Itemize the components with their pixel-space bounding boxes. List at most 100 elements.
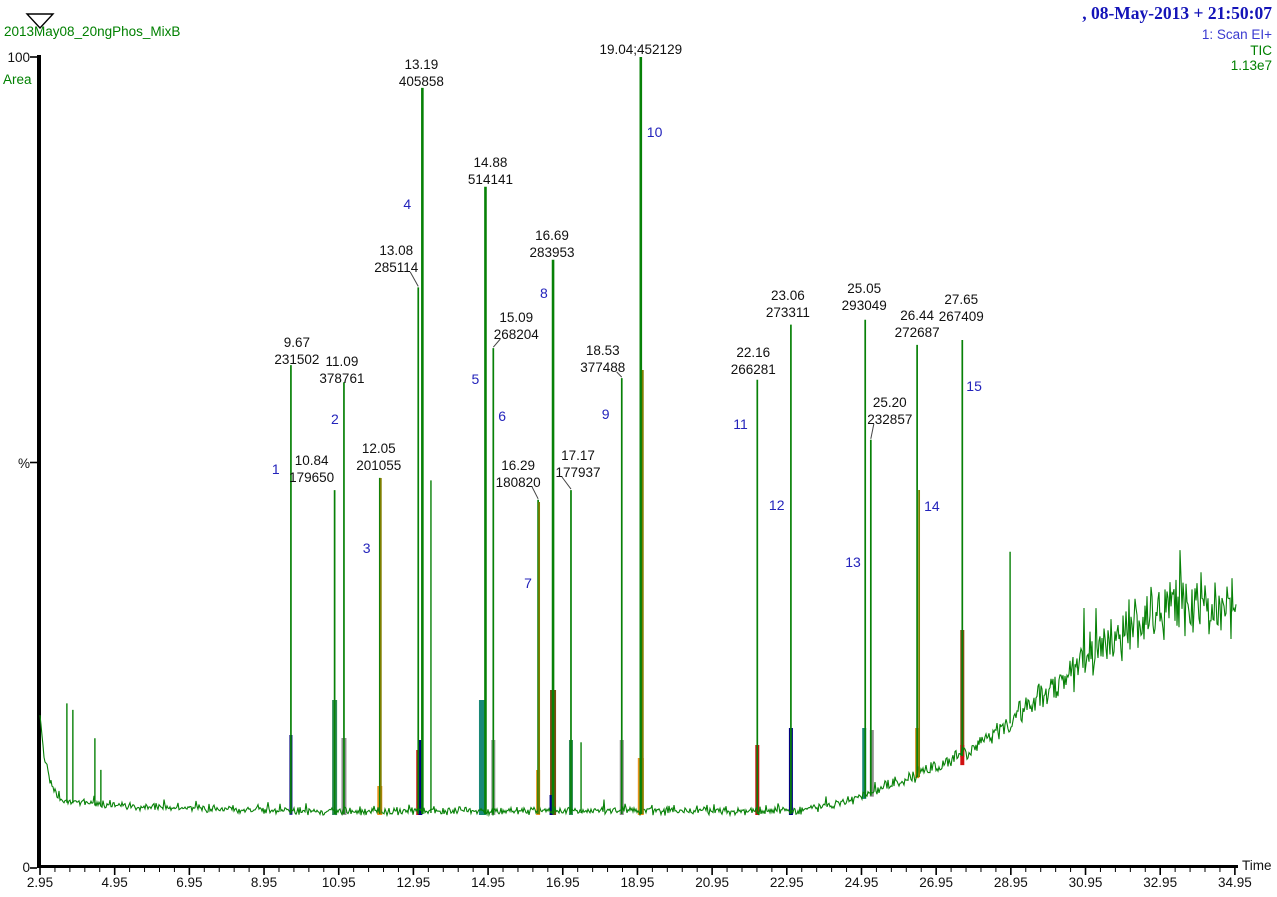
x-tick-label: 6.95 <box>176 875 203 890</box>
x-tick-label: 4.95 <box>101 875 128 890</box>
sample-id: 2013May08_20ngPhos_MixB <box>4 24 181 39</box>
peak-rt: 22.16 <box>736 345 771 360</box>
peak-label: 13.08 285114 <box>374 242 418 276</box>
x-tick-label: 8.95 <box>250 875 278 890</box>
x-tick-label: 16.95 <box>545 875 580 890</box>
peak-number-label: 5 <box>471 371 480 387</box>
peak-label: 10.84 179650 <box>289 452 334 486</box>
scan-mode-label: 1: Scan EI+ <box>1201 27 1272 42</box>
peak-label: 16.29 180820 <box>496 457 541 491</box>
peak-area: 266281 <box>730 362 776 377</box>
peak-integration-fill <box>478 700 486 815</box>
x-tick-label: 20.95 <box>695 875 730 890</box>
peak-label: 15.09 268204 <box>494 309 539 343</box>
peak-number-label: 4 <box>403 196 412 212</box>
peak-label-pointer <box>531 486 539 500</box>
peak-rt: 17.17 <box>561 448 595 463</box>
peak-area: 405858 <box>398 74 444 89</box>
peak-label: 27.65 267409 <box>939 291 984 325</box>
peak-rt: 15.09 <box>499 310 534 325</box>
peak-label: 16.69 283953 <box>530 227 575 261</box>
x-tick-label: 12.95 <box>396 875 431 890</box>
peak-rt: 12.05 <box>361 441 396 456</box>
peak-label: 13.19 405858 <box>399 56 444 90</box>
peak-label: 12.05 201055 <box>356 440 401 474</box>
peak-number-label: 12 <box>768 497 785 513</box>
peak-rt: 18.53 <box>585 343 620 358</box>
x-tick-label: 24.95 <box>844 875 879 890</box>
peak-label: 17.17 177937 <box>555 447 600 481</box>
peak-number-label: 9 <box>601 406 610 422</box>
peak-number-label: 8 <box>540 285 548 301</box>
area-mode-label: Area <box>3 72 32 87</box>
y-axis-percent-label: % <box>17 456 30 471</box>
peak-number-label: 11 <box>733 416 748 432</box>
acquisition-datetime: , 08-May-2013 + 21:50:07 <box>1082 3 1272 23</box>
x-axis-title: Time <box>1242 858 1272 873</box>
peak-rt: 23.06 <box>771 288 805 303</box>
peak-rt: 16.29 <box>501 458 535 473</box>
peak-rt: 11.09 <box>325 354 359 369</box>
peak-rt: 9.67 <box>283 335 311 350</box>
peak-label: 23.06 273311 <box>766 287 810 321</box>
tic-trace <box>39 550 1237 818</box>
peak-number-label: 13 <box>845 554 861 570</box>
peak-rt: 16.69 <box>535 228 569 243</box>
x-tick-label: 28.95 <box>993 875 1028 890</box>
peak-area: 201055 <box>356 458 402 473</box>
peak-area: 285114 <box>374 260 419 275</box>
peak-area: 180820 <box>495 475 541 490</box>
peak-integration-fill <box>549 795 553 815</box>
peak-rt: 14.88 <box>473 155 508 170</box>
peak-area: 231502 <box>274 352 320 367</box>
peak-label: 22.16 266281 <box>731 344 776 378</box>
peak-label: 18.53 377488 <box>580 342 625 376</box>
y-axis-max-label: 100 <box>7 50 30 65</box>
peak-rt: 25.20 <box>872 395 907 410</box>
peak-label: 26.44 272687 <box>895 307 940 341</box>
peak-number-label: 14 <box>924 498 940 514</box>
peak-area: 268204 <box>493 327 539 342</box>
peak-rt: 27.65 <box>944 292 979 307</box>
peak-area: 177937 <box>555 465 601 480</box>
peak-label: 25.20 232857 <box>867 394 912 428</box>
peak-number-label: 3 <box>362 540 371 556</box>
peak-label: 11.09 378761 <box>319 353 364 387</box>
peak-label-pointer <box>870 423 875 439</box>
peak-area: 378761 <box>319 371 365 386</box>
peak-area: 179650 <box>289 470 335 485</box>
peak-area: 293049 <box>841 298 887 313</box>
peak-area: 273311 <box>765 305 810 320</box>
peak-area: 377488 <box>580 360 626 375</box>
peak-integration-fill <box>418 740 423 815</box>
peak-area: 283953 <box>529 245 575 260</box>
peak-label-pointer <box>616 371 623 378</box>
x-tick-label: 32.95 <box>1143 875 1178 890</box>
peak-label: 9.67 231502 <box>274 334 319 368</box>
x-tick-label: 34.95 <box>1217 875 1252 890</box>
peak-number-label: 15 <box>966 378 982 394</box>
x-tick-label: 22.95 <box>769 875 804 890</box>
peak-number-label: 2 <box>330 411 339 427</box>
x-tick-label: 14.95 <box>471 875 505 890</box>
x-tick-label: 30.95 <box>1068 875 1103 890</box>
intensity-scale-label: 1.13e7 <box>1230 58 1272 73</box>
axis-marker-triangle[interactable] <box>25 13 55 30</box>
peak-number-label: 10 <box>646 124 663 140</box>
x-tick-label: 18.95 <box>620 875 655 890</box>
peak-area: 267409 <box>938 309 984 324</box>
peak-rt: 26.44 <box>900 308 934 323</box>
peak-area: 232857 <box>867 412 913 427</box>
peak-number-label: 1 <box>271 461 280 477</box>
peak-label-pointer <box>409 271 419 287</box>
peak-label: 14.88 514141 <box>468 154 513 188</box>
peak-number-label: 6 <box>498 408 507 424</box>
peak-integration-fill <box>862 728 867 799</box>
peak-area: 272687 <box>894 325 940 340</box>
peak-label: 19.04;452129 <box>599 42 683 57</box>
peak-rt: 10.84 <box>294 453 329 468</box>
peak-rt: 25.05 <box>847 281 882 296</box>
signal-type-label: TIC <box>1250 43 1272 58</box>
